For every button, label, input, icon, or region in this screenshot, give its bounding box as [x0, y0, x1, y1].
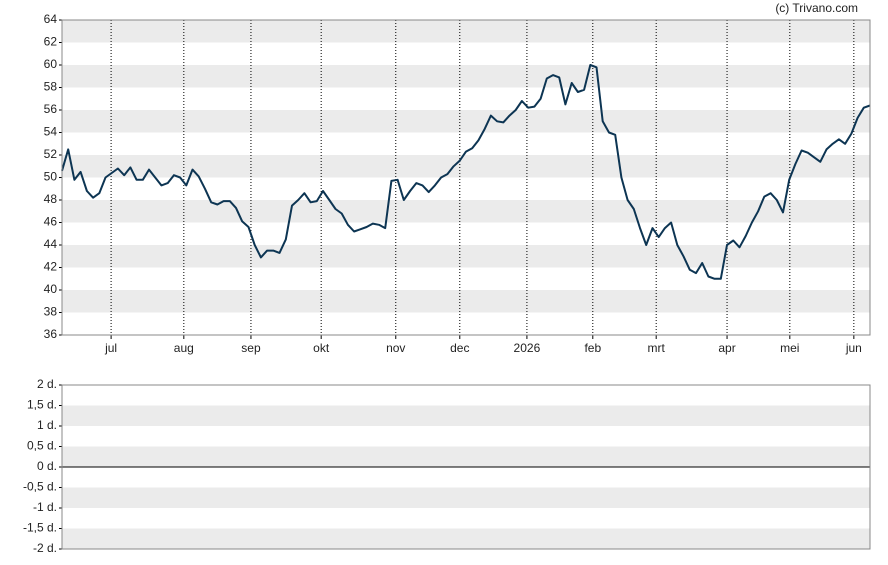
y-tick-label: 0 d.: [37, 459, 57, 473]
grid-band: [62, 20, 870, 43]
y-tick-label: 48: [44, 192, 58, 206]
plot-border: [61, 19, 871, 336]
y-tick-label: 42: [44, 260, 58, 274]
y-tick-label: 64: [44, 12, 58, 26]
x-tick-label: sep: [241, 341, 261, 355]
y-tick-label: 50: [44, 170, 58, 184]
grid-band: [62, 155, 870, 178]
y-tick-label: 1,5 d.: [27, 398, 57, 412]
x-tick-label: dec: [450, 341, 469, 355]
y-tick-label: 52: [44, 147, 58, 161]
x-tick-label: mrt: [648, 341, 666, 355]
y-tick-label: 58: [44, 80, 58, 94]
grid-band: [62, 290, 870, 313]
y-tick-label: 1 d.: [37, 418, 57, 432]
y-tick-label: -1 d.: [33, 500, 57, 514]
x-tick-label: aug: [174, 341, 194, 355]
y-tick-label: 2 d.: [37, 377, 57, 391]
grid-band: [62, 446, 870, 467]
attribution: (c) Trivano.com: [775, 1, 858, 15]
grid-band: [62, 65, 870, 88]
y-tick-label: 0,5 d.: [27, 439, 57, 453]
grid-band: [62, 245, 870, 268]
y-tick-label: 54: [44, 125, 58, 139]
x-tick-label: okt: [313, 341, 330, 355]
grid-band: [62, 200, 870, 223]
plot-border: [61, 384, 871, 550]
x-tick-label: 2026: [514, 341, 541, 355]
grid-band: [62, 487, 870, 508]
y-tick-label: 62: [44, 35, 58, 49]
y-tick-label: 46: [44, 215, 58, 229]
y-tick-label: 40: [44, 282, 58, 296]
x-tick-label: jul: [104, 341, 117, 355]
y-tick-label: -0,5 d.: [23, 480, 57, 494]
y-tick-label: 56: [44, 102, 58, 116]
price-line: [61, 64, 871, 280]
x-tick-label: jun: [845, 341, 862, 355]
y-tick-label: 38: [44, 305, 58, 319]
x-tick-label: apr: [718, 341, 735, 355]
x-tick-label: mei: [780, 341, 799, 355]
grid-band: [62, 110, 870, 133]
y-tick-label: 36: [44, 327, 58, 341]
y-tick-label: 60: [44, 57, 58, 71]
grid-band: [62, 405, 870, 426]
y-tick-label: 44: [44, 237, 58, 251]
y-tick-label: -2 d.: [33, 541, 57, 555]
y-tick-label: -1,5 d.: [23, 521, 57, 535]
grid-band: [62, 528, 870, 549]
x-tick-label: nov: [386, 341, 405, 355]
x-tick-label: feb: [584, 341, 601, 355]
